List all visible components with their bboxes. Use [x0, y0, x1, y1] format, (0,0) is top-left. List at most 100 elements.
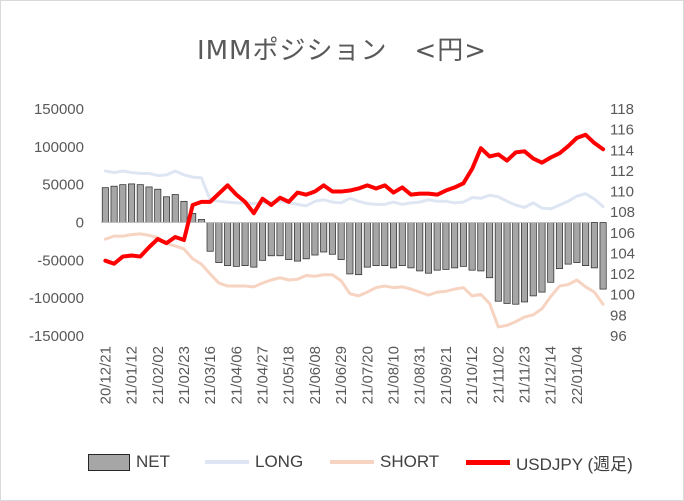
- right-axis-tick-label: 106: [610, 225, 635, 242]
- legend-net-label: NET: [136, 452, 170, 471]
- net-bar: [538, 222, 546, 293]
- x-axis-tick-label: 21/02/23: [176, 346, 193, 404]
- right-axis-tick-label: 98: [610, 307, 627, 324]
- left-axis-tick-label: -50000: [37, 252, 84, 269]
- net-bar: [328, 222, 336, 255]
- net-bar: [555, 222, 563, 270]
- legend-short: SHORT: [330, 448, 439, 476]
- net-bar: [276, 222, 284, 257]
- x-axis-tick-label: 21/04/06: [228, 346, 245, 404]
- net-bar: [250, 222, 258, 268]
- net-bar: [267, 222, 275, 257]
- net-bar: [180, 200, 188, 223]
- net-bar: [398, 222, 406, 266]
- right-axis-tick-label: 118: [610, 101, 634, 118]
- net-bar: [355, 222, 363, 276]
- legend-usdjpy: USDJPY (週足): [466, 448, 633, 476]
- right-axis-tick-label: 100: [610, 287, 635, 304]
- x-axis-tick-label: 21/05/18: [281, 346, 298, 404]
- net-bar: [110, 185, 118, 223]
- net-bar: [311, 222, 319, 256]
- series-lines: [103, 132, 606, 329]
- left-axis-ticks: 150000 100000 50000 0 -50000 -100000 -150000: [29, 101, 84, 345]
- legend-long-swatch: [205, 460, 249, 464]
- legend-net-swatch: [88, 453, 130, 471]
- net-bar: [224, 222, 232, 266]
- x-axis-tick-label: 21/06/08: [307, 346, 324, 404]
- right-axis-tick-label: 108: [610, 204, 635, 221]
- net-bar: [119, 184, 127, 223]
- net-bar: [459, 222, 467, 267]
- series-line-short: [103, 232, 605, 329]
- x-axis-tick-label: 21/01/12: [124, 346, 141, 404]
- x-axis-tick-label: 21/03/16: [202, 346, 219, 404]
- left-axis-tick-label: 50000: [42, 177, 84, 194]
- net-bar: [128, 183, 136, 223]
- net-bar: [494, 222, 502, 302]
- right-axis-tick-label: 116: [610, 122, 634, 139]
- net-bar: [599, 222, 607, 290]
- net-bar: [582, 222, 590, 266]
- net-bar: [521, 222, 529, 303]
- net-bar: [293, 222, 301, 262]
- chart-title: IMMポジション <円>: [196, 36, 488, 66]
- net-bar: [154, 188, 162, 223]
- net-bar: [590, 222, 598, 269]
- net-bar: [215, 222, 223, 263]
- right-axis-tick-label: 112: [610, 163, 634, 180]
- series-line-usdjpy: [103, 132, 606, 266]
- right-axis-tick-label: 96: [610, 328, 627, 345]
- left-axis-tick-label: 150000: [34, 101, 84, 118]
- net-bar: [363, 222, 371, 268]
- net-bar: [477, 222, 485, 272]
- net-bar: [512, 222, 520, 305]
- x-axis-tick-label: 20/12/21: [97, 346, 114, 404]
- legend-long-label: LONG: [255, 452, 304, 471]
- left-axis-tick-label: -100000: [29, 290, 84, 307]
- net-bar: [259, 222, 267, 261]
- net-bars: [101, 183, 607, 305]
- net-bar: [407, 222, 415, 269]
- legend-short-swatch: [330, 460, 374, 464]
- legend-net: NET: [88, 448, 170, 476]
- x-axis-tick-label: 21/08/10: [386, 346, 403, 404]
- x-axis-tick-label: 22/01/04: [569, 346, 586, 404]
- legend: NET LONG SHORT USDJPY (週足): [0, 448, 684, 476]
- net-bar: [171, 194, 179, 223]
- x-axis-tick-label: 21/08/31: [412, 346, 429, 404]
- right-axis-tick-label: 114: [610, 142, 634, 159]
- net-bar: [486, 222, 494, 279]
- x-axis-ticks: 20/12/21 21/01/12 21/02/02 21/02/23 21/03/16…: [97, 346, 586, 404]
- legend-usdjpy-label: USDJPY (週足): [516, 454, 633, 474]
- net-bar: [564, 222, 572, 265]
- net-bar: [346, 222, 354, 275]
- net-bar: [529, 222, 537, 297]
- net-bar: [573, 222, 581, 263]
- net-bar: [451, 222, 459, 269]
- net-bar: [206, 222, 214, 252]
- net-bar: [424, 222, 432, 274]
- right-axis-tick-label: 110: [610, 184, 634, 201]
- net-bar: [320, 222, 328, 253]
- x-axis-tick-label: 21/11/23: [517, 346, 534, 403]
- net-bar: [241, 222, 249, 266]
- right-axis-ticks: 118 116 114 112 110 108 106 104 102 100 98 96: [610, 101, 635, 345]
- x-axis-tick-label: 21/04/27: [255, 346, 272, 404]
- net-bar: [442, 222, 450, 270]
- x-axis-tick-label: 21/12/14: [543, 346, 560, 404]
- net-bar: [136, 184, 144, 223]
- right-axis-tick-label: 104: [610, 245, 635, 262]
- right-axis-tick-label: 102: [610, 266, 635, 283]
- net-bar: [416, 222, 424, 272]
- x-axis-tick-label: 21/07/20: [359, 346, 376, 404]
- x-axis-tick-label: 21/06/29: [333, 346, 350, 404]
- left-axis-tick-label: -150000: [29, 328, 84, 345]
- net-bar: [390, 222, 398, 269]
- net-bar: [468, 222, 476, 271]
- net-bar: [433, 222, 441, 271]
- net-bar: [101, 187, 109, 223]
- net-bar: [547, 222, 555, 283]
- net-bar: [503, 222, 511, 304]
- net-bar: [337, 222, 345, 260]
- net-bar: [372, 222, 380, 266]
